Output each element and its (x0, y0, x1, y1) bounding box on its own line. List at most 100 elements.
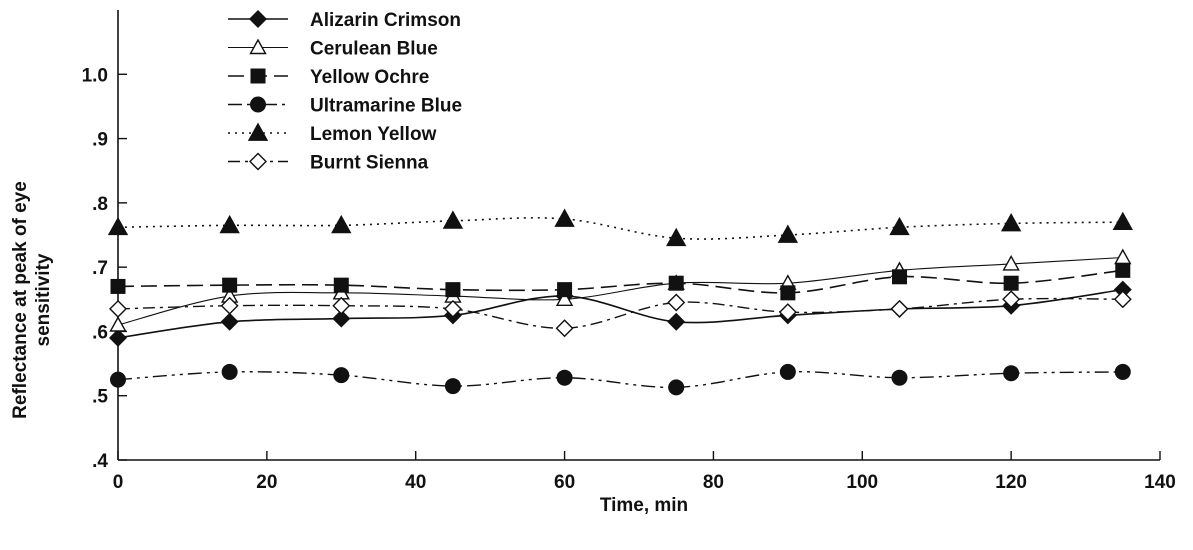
data-point-burnt-sienna (332, 296, 351, 315)
data-point-yellow-ochre (780, 285, 796, 301)
data-point-yellow-ochre (557, 282, 573, 298)
legend-label-yellow-ochre: Yellow Ochre (310, 67, 429, 88)
y-tick-label: .5 (92, 387, 108, 408)
data-point-lemon-yellow (889, 216, 910, 236)
x-tick-label: 20 (256, 472, 277, 493)
legend-item-ultramarine-blue: Ultramarine Blue (228, 96, 462, 117)
data-point-alizarin-crimson (109, 328, 127, 347)
y-axis-title: Reflectance at peak of eye sensitivity (10, 181, 54, 419)
data-point-alizarin-crimson (667, 312, 686, 331)
series-ultramarine-blue (110, 363, 1131, 396)
x-tick-label: 140 (1144, 472, 1176, 493)
series-line-alizarin-crimson (117, 288, 1123, 339)
data-point-burnt-sienna (1002, 290, 1021, 309)
data-point-lemon-yellow (219, 214, 240, 234)
x-tick-label: 80 (703, 472, 724, 493)
data-point-lemon-yellow (442, 210, 464, 229)
series-lemon-yellow (107, 208, 1133, 247)
data-point-ultramarine-blue (891, 369, 908, 386)
data-point-burnt-sienna (667, 293, 686, 312)
axes: .4 .5 .6 .7 .8 .9 1.0 0 20 40 60 80 100 120 140 (82, 10, 1176, 493)
series-burnt-sienna (109, 290, 1132, 338)
y-axis-title-line-2: sensitivity (33, 253, 54, 346)
series-line-ultramarine-blue (117, 370, 1123, 389)
y-tick-label: .4 (92, 451, 108, 472)
legend-item-burnt-sienna: Burnt Sienna (228, 153, 429, 174)
data-point-ultramarine-blue (779, 363, 796, 380)
x-tick-label: 0 (113, 472, 124, 493)
data-point-cerulean-blue (1114, 248, 1132, 265)
data-point-yellow-ochre (1115, 262, 1131, 278)
legend-label-burnt-sienna: Burnt Sienna (310, 153, 429, 174)
y-tick-label: .7 (92, 258, 108, 279)
data-point-lemon-yellow (1000, 212, 1022, 232)
data-point-lemon-yellow (331, 214, 352, 234)
x-axis-title: Time, min (600, 495, 688, 516)
data-point-yellow-ochre (892, 269, 907, 285)
data-point-ultramarine-blue (333, 367, 350, 384)
legend-marker-ultramarine-blue (250, 96, 266, 113)
y-axis-title-line-1: Reflectance at peak of eye (10, 181, 31, 419)
legend-label-ultramarine-blue: Ultramarine Blue (310, 96, 462, 117)
legend-label-alizarin-crimson: Alizarin Crimson (310, 10, 461, 31)
series-line-yellow-ochre (117, 269, 1123, 294)
series-cerulean-blue (109, 248, 1132, 332)
data-point-cerulean-blue (1002, 254, 1020, 271)
legend-item-yellow-ochre: Yellow Ochre (228, 67, 429, 88)
data-point-burnt-sienna (109, 299, 127, 318)
series-line-cerulean-blue (117, 256, 1123, 326)
data-point-burnt-sienna (778, 303, 797, 322)
legend-item-alizarin-crimson: Alizarin Crimson (228, 10, 461, 31)
legend: Alizarin Crimson Cerulean Blue Yellow Ochr… (228, 10, 462, 174)
legend-marker-cerulean-blue (249, 38, 267, 55)
data-point-yellow-ochre (110, 278, 126, 294)
data-point-alizarin-crimson (332, 309, 351, 328)
data-point-yellow-ochre (668, 275, 684, 291)
data-point-ultramarine-blue (1114, 363, 1131, 380)
data-point-lemon-yellow (666, 227, 687, 247)
data-point-lemon-yellow (107, 216, 129, 236)
legend-marker-yellow-ochre (250, 68, 266, 84)
y-tick-label: 1.0 (82, 65, 108, 86)
data-point-yellow-ochre (1003, 275, 1019, 291)
data-point-burnt-sienna (555, 319, 574, 338)
data-point-lemon-yellow (1112, 211, 1133, 231)
data-point-lemon-yellow (777, 224, 799, 243)
legend-item-cerulean-blue: Cerulean Blue (228, 39, 438, 60)
data-point-burnt-sienna (220, 296, 239, 315)
series-line-lemon-yellow (117, 217, 1123, 240)
legend-label-cerulean-blue: Cerulean Blue (310, 39, 438, 60)
data-point-yellow-ochre (445, 282, 461, 298)
data-point-lemon-yellow (554, 208, 575, 227)
data-point-burnt-sienna (443, 299, 462, 318)
y-tick-label: .6 (92, 322, 108, 343)
data-point-yellow-ochre (333, 277, 349, 293)
legend-label-lemon-yellow: Lemon Yellow (310, 124, 437, 145)
y-tick-label: .9 (92, 130, 108, 151)
data-point-cerulean-blue (109, 316, 127, 332)
data-point-burnt-sienna (1113, 290, 1132, 309)
x-tick-label: 100 (846, 472, 878, 493)
x-tick-label: 120 (995, 472, 1027, 493)
series-yellow-ochre (110, 262, 1131, 301)
data-point-cerulean-blue (555, 290, 574, 306)
data-point-ultramarine-blue (668, 379, 685, 396)
legend-marker-lemon-yellow (247, 122, 269, 141)
data-point-ultramarine-blue (221, 363, 238, 380)
series-line-burnt-sienna (117, 297, 1123, 329)
series-lines (107, 208, 1133, 396)
data-point-yellow-ochre (222, 277, 238, 293)
data-point-ultramarine-blue (556, 369, 573, 386)
x-tick-label: 40 (405, 472, 426, 493)
data-point-ultramarine-blue (1003, 365, 1020, 382)
y-tick-label: .8 (92, 194, 108, 215)
legend-marker-alizarin-crimson (249, 10, 267, 28)
x-tick-label: 60 (554, 472, 575, 493)
legend-item-lemon-yellow: Lemon Yellow (228, 122, 437, 145)
data-point-burnt-sienna (890, 299, 909, 318)
data-point-ultramarine-blue (444, 378, 461, 395)
legend-marker-burnt-sienna (249, 152, 267, 171)
data-point-alizarin-crimson (220, 312, 239, 331)
